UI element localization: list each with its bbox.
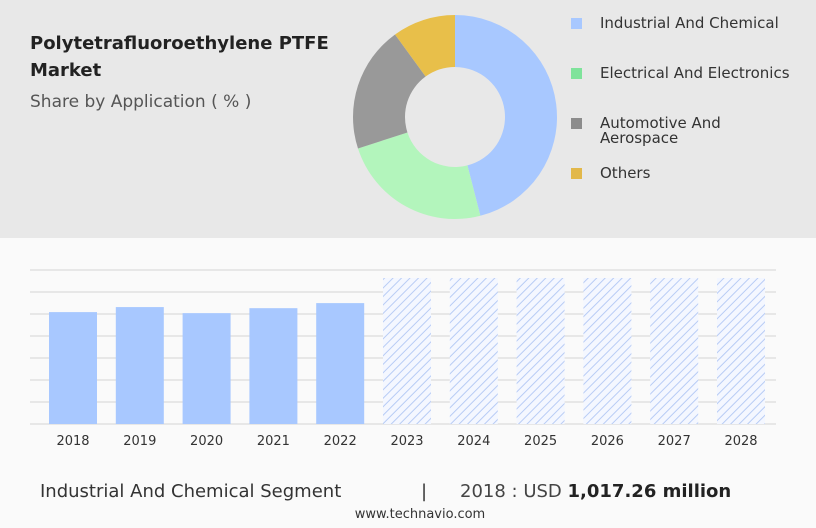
footer: Industrial And Chemical Segment | 2018 :… xyxy=(40,481,800,502)
forecast-placeholder xyxy=(717,278,765,424)
x-tick-label: 2020 xyxy=(190,434,223,449)
bar xyxy=(182,313,231,424)
forecast-placeholder xyxy=(383,278,431,424)
forecast-placeholder xyxy=(583,278,632,424)
legend-label: Electrical And Electronics xyxy=(600,64,790,82)
bar xyxy=(249,308,298,424)
bar-chart: 2018 2019 2020 2021 2022 2023 2024 2025 2026 2027… xyxy=(30,269,776,449)
x-tick-label: 2022 xyxy=(324,434,357,449)
year-value: 2018 : USD 1,017.26 million xyxy=(460,481,731,502)
legend-label: Automotive And Aerospace xyxy=(600,114,721,147)
chart-subtitle: Share by Application ( % ) xyxy=(30,92,252,112)
chart-title: Polytetrafluoroethylene PTFE Market xyxy=(30,33,329,81)
legend-marker xyxy=(571,68,582,79)
forecast-placeholder xyxy=(449,278,498,424)
x-tick-label: 2026 xyxy=(591,434,624,449)
bar xyxy=(316,303,365,424)
forecast-placeholder xyxy=(516,278,565,424)
legend-label: Industrial And Chemical xyxy=(600,14,779,32)
segment-label: Industrial And Chemical Segment xyxy=(40,481,342,502)
legend-marker xyxy=(571,18,582,29)
x-tick-label: 2028 xyxy=(724,434,757,449)
x-tick-label: 2021 xyxy=(257,434,290,449)
value-label: 1,017.26 million xyxy=(567,481,732,502)
year-label: 2018 : USD xyxy=(460,481,562,502)
website: www.technavio.com xyxy=(354,507,486,522)
x-tick-label: 2018 xyxy=(56,434,89,449)
x-tick-label: 2019 xyxy=(123,434,156,449)
x-tick-label: 2027 xyxy=(658,434,691,449)
legend-marker xyxy=(571,118,582,129)
donut-segment xyxy=(353,34,426,149)
x-tick-label: 2025 xyxy=(524,434,557,449)
donut xyxy=(353,15,557,219)
legend-marker xyxy=(571,168,582,179)
legend-label: Others xyxy=(600,164,651,182)
x-tick-label: 2024 xyxy=(457,434,490,449)
forecast-placeholder xyxy=(650,278,699,424)
bar xyxy=(115,307,164,424)
donut-segment xyxy=(357,132,481,219)
donut-segment xyxy=(455,15,557,216)
donut-segment xyxy=(395,15,455,77)
bar xyxy=(49,312,97,424)
x-tick-label: 2023 xyxy=(390,434,423,449)
separator: | xyxy=(421,481,428,502)
